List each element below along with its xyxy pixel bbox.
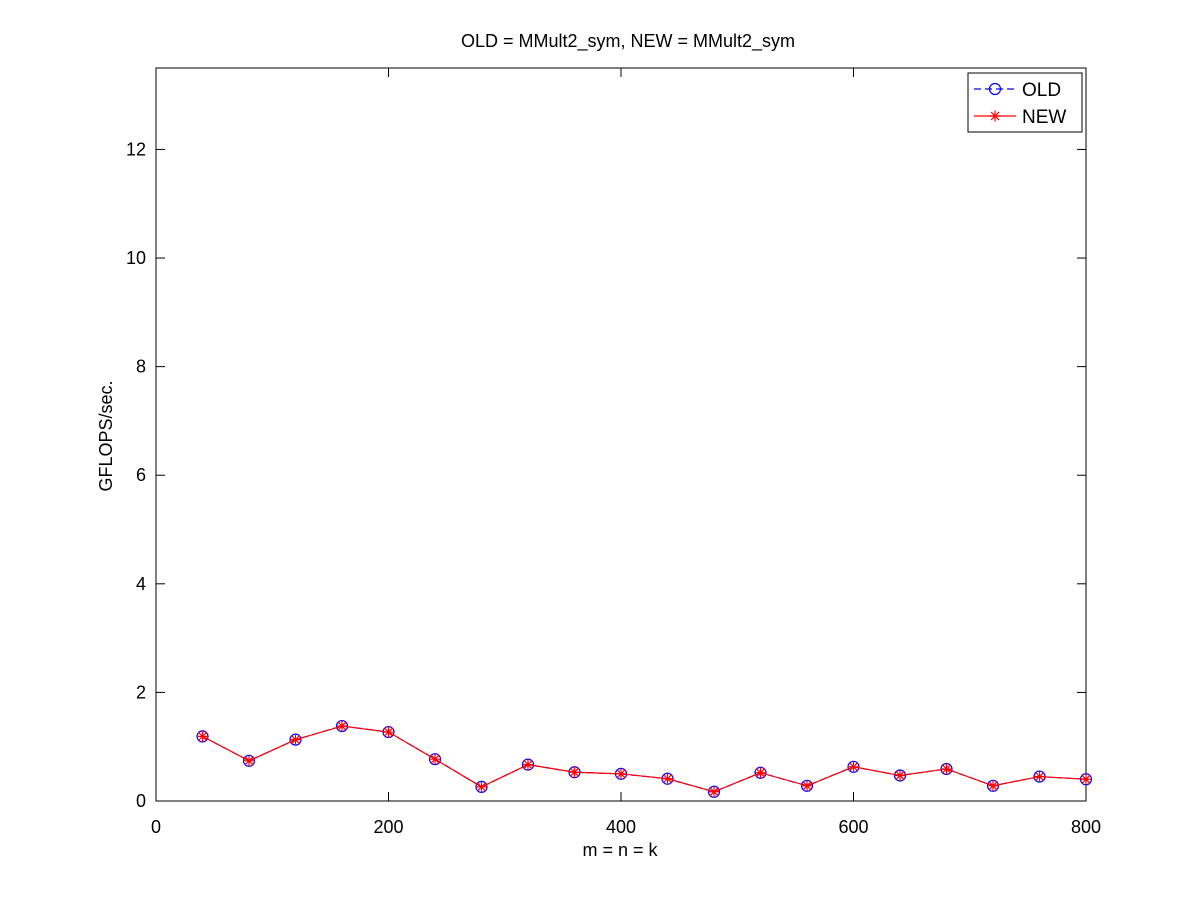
data-point-new — [383, 726, 394, 738]
plot-area: 0 200 400 600 800 0 2 4 6 8 10 12 — [126, 67, 1101, 837]
data-point-new — [476, 781, 487, 793]
y-tick-label: 6 — [136, 465, 146, 485]
axes-frame — [155, 67, 1087, 802]
x-tick-label: 600 — [838, 817, 868, 837]
x-tick-label: 200 — [373, 817, 403, 837]
data-point-new — [522, 759, 534, 771]
data-point-new — [755, 767, 766, 779]
legend-label-old: OLD — [1022, 80, 1061, 101]
data-point-new — [615, 768, 627, 780]
data-point-new — [197, 730, 208, 742]
data-point-new — [662, 773, 673, 785]
x-tick-label: 400 — [606, 817, 636, 837]
data-point-new — [1034, 771, 1045, 783]
series-line-old — [202, 725, 1087, 793]
y-tick-label: 4 — [136, 574, 146, 594]
data-point-new — [987, 780, 999, 792]
x-axis-label: m = n = k — [582, 840, 658, 860]
x-tick-label: 0 — [151, 817, 161, 837]
data-point-new — [708, 786, 720, 798]
legend: OLD NEW — [967, 72, 1083, 133]
y-tick-label: 0 — [136, 791, 146, 811]
y-tick-label: 2 — [136, 682, 146, 702]
y-axis-label: GFLOPS/sec. — [96, 380, 116, 491]
data-point-new — [569, 766, 580, 778]
data-point-new — [429, 753, 441, 765]
x-tick-label: 800 — [1071, 817, 1101, 837]
data-point-new — [243, 755, 255, 767]
data-point-new — [1080, 773, 1092, 785]
data-point-new — [801, 780, 813, 792]
y-tick-label: 8 — [136, 357, 146, 377]
data-point-new — [894, 769, 906, 781]
y-tick-label: 10 — [126, 248, 146, 268]
series-old — [196, 719, 1093, 798]
series-new — [197, 720, 1092, 798]
data-point-new — [941, 763, 952, 775]
data-point-new — [336, 720, 348, 732]
y-tick-label: 12 — [126, 139, 146, 159]
data-point-new — [848, 761, 859, 773]
chart-title: OLD = MMult2_sym, NEW = MMult2_sym — [461, 31, 795, 52]
legend-box — [967, 72, 1083, 133]
series-line-new — [202, 725, 1087, 793]
legend-marker-old — [988, 82, 1002, 96]
legend-marker-new — [989, 110, 1001, 122]
legend-label-new: NEW — [1022, 107, 1066, 128]
data-point-new — [290, 734, 301, 746]
